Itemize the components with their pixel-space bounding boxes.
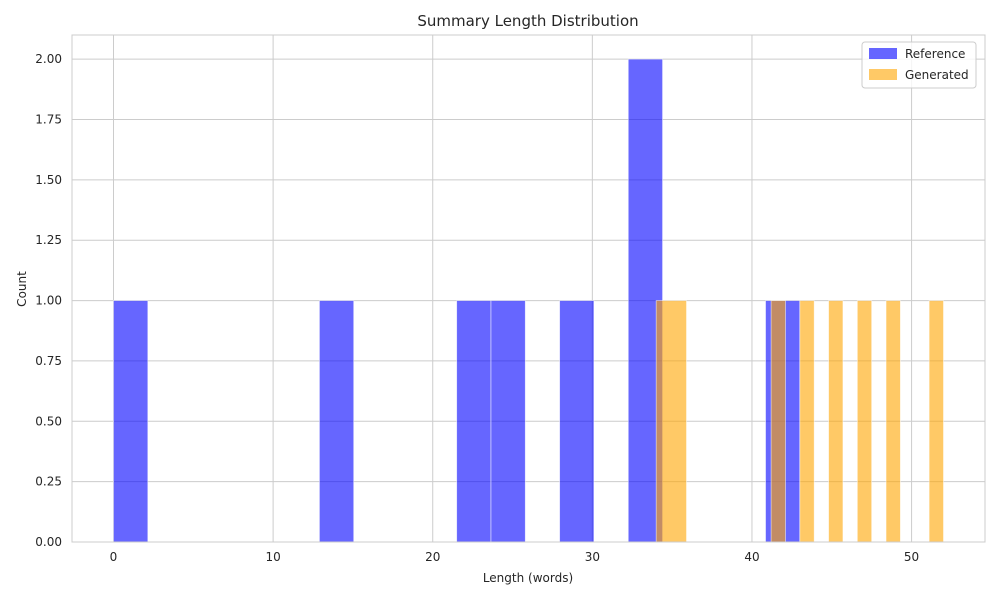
y-tick-label: 2.00 <box>35 52 62 66</box>
y-tick-label: 0.50 <box>35 414 62 428</box>
y-tick-label: 1.50 <box>35 173 62 187</box>
legend-swatch-reference <box>869 48 897 59</box>
bar-reference <box>559 300 595 543</box>
x-tick-label: 20 <box>425 550 440 564</box>
x-tick-label: 30 <box>585 550 600 564</box>
legend-swatch-generated <box>869 69 897 80</box>
x-tick-label: 10 <box>265 550 280 564</box>
legend-label-reference: Reference <box>905 47 965 61</box>
x-tick-label: 50 <box>904 550 919 564</box>
legend-label-generated: Generated <box>905 68 969 82</box>
y-tick-label: 1.75 <box>35 113 62 127</box>
plot-frame <box>71 34 986 543</box>
x-axis-label: Length (words) <box>483 571 573 585</box>
bar-reference <box>456 300 492 543</box>
bar-generated <box>928 300 944 543</box>
bar-generated <box>885 300 901 543</box>
bar-generated <box>799 300 815 543</box>
y-tick-label: 1.00 <box>35 294 62 308</box>
plot-background <box>72 35 985 542</box>
tick-labels: 0 10 20 30 40 50 0.00 0.25 0.50 0.75 1.00 1.25 1.50 1… <box>35 52 919 564</box>
bars <box>113 58 944 543</box>
bar-reference <box>113 300 149 543</box>
y-tick-label: 0.00 <box>35 535 62 549</box>
bar-generated <box>770 300 786 543</box>
y-axis-label: Count <box>15 271 29 307</box>
y-tick-label: 1.25 <box>35 233 62 247</box>
y-tick-label: 0.75 <box>35 354 62 368</box>
x-tick-label: 40 <box>744 550 759 564</box>
bar-reference <box>319 300 355 543</box>
bar-generated <box>828 300 844 543</box>
bar-reference <box>490 300 526 543</box>
bar-generated <box>856 300 873 543</box>
x-tick-label: 0 <box>110 550 118 564</box>
legend: Reference Generated <box>861 41 977 89</box>
y-tick-label: 0.25 <box>35 475 62 489</box>
bar-generated <box>655 300 687 543</box>
chart-title: Summary Length Distribution <box>417 12 638 30</box>
